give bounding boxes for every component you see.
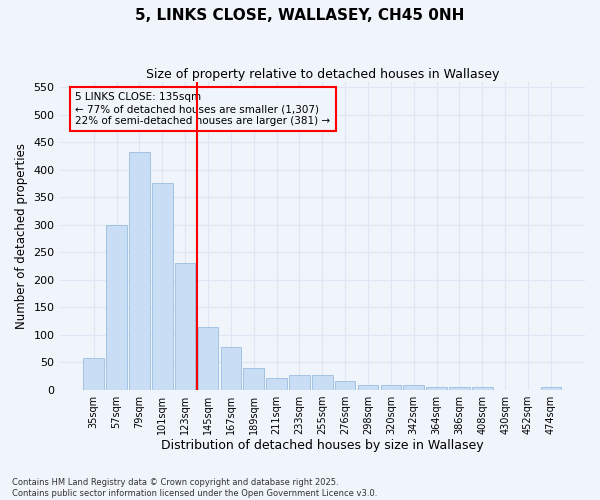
Bar	[449, 388, 470, 390]
Bar	[312, 374, 332, 390]
Bar	[244, 368, 264, 390]
Bar	[426, 388, 447, 390]
Bar	[83, 358, 104, 390]
X-axis label: Distribution of detached houses by size in Wallasey: Distribution of detached houses by size …	[161, 440, 484, 452]
Text: 5 LINKS CLOSE: 135sqm
← 77% of detached houses are smaller (1,307)
22% of semi-d: 5 LINKS CLOSE: 135sqm ← 77% of detached …	[76, 92, 331, 126]
Bar	[403, 385, 424, 390]
Bar	[266, 378, 287, 390]
Title: Size of property relative to detached houses in Wallasey: Size of property relative to detached ho…	[146, 68, 499, 80]
Bar	[358, 384, 378, 390]
Bar	[541, 388, 561, 390]
Bar	[380, 384, 401, 390]
Text: Contains HM Land Registry data © Crown copyright and database right 2025.
Contai: Contains HM Land Registry data © Crown c…	[12, 478, 377, 498]
Bar	[335, 381, 355, 390]
Bar	[175, 263, 196, 390]
Bar	[472, 387, 493, 390]
Bar	[152, 184, 173, 390]
Bar	[221, 347, 241, 390]
Bar	[129, 152, 150, 390]
Text: 5, LINKS CLOSE, WALLASEY, CH45 0NH: 5, LINKS CLOSE, WALLASEY, CH45 0NH	[136, 8, 464, 22]
Bar	[289, 374, 310, 390]
Y-axis label: Number of detached properties: Number of detached properties	[15, 142, 28, 328]
Bar	[198, 328, 218, 390]
Bar	[106, 224, 127, 390]
